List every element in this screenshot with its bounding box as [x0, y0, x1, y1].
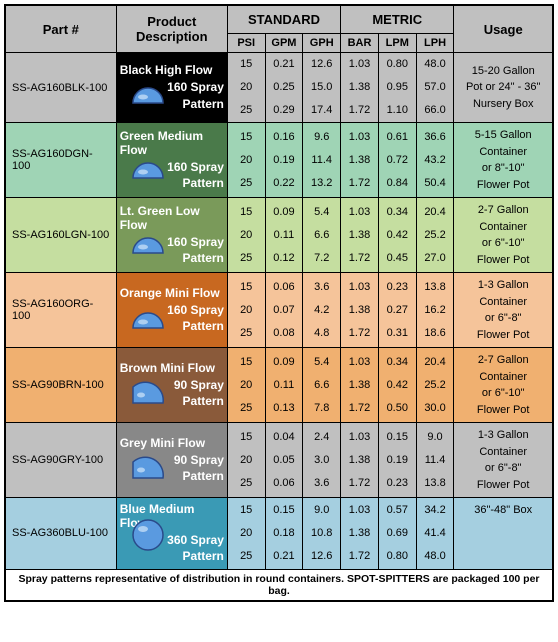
lpm-values: 0.340.420.45 — [378, 198, 416, 273]
bar-values: 1.031.381.72 — [341, 498, 379, 569]
lph-values: 20.425.230.0 — [416, 348, 454, 423]
product-description: Lt. Green Low Flow160 SprayPattern — [116, 198, 227, 273]
lph-values: 20.425.227.0 — [416, 198, 454, 273]
spray-pattern-icon — [131, 310, 165, 333]
psi-values: 152025 — [227, 53, 265, 123]
table-row: SS-AG160DGN-100Green Medium Flow160 Spra… — [5, 123, 553, 198]
psi-values: 152025 — [227, 498, 265, 569]
lpm-values: 0.800.951.10 — [378, 53, 416, 123]
table-row: SS-AG160ORG-100Orange Mini Flow160 Spray… — [5, 273, 553, 348]
header-standard: STANDARD — [227, 5, 340, 34]
footnote: Spray patterns representative of distrib… — [5, 569, 553, 601]
table-row: SS-AG160LGN-100Lt. Green Low Flow160 Spr… — [5, 198, 553, 273]
table-row: SS-AG360BLU-100Blue Medium Flow360 Spray… — [5, 498, 553, 569]
product-description: Orange Mini Flow160 SprayPattern — [116, 273, 227, 348]
part-number: SS-AG360BLU-100 — [5, 498, 116, 569]
lpm-values: 0.340.420.50 — [378, 348, 416, 423]
part-number: SS-AG160DGN-100 — [5, 123, 116, 198]
spray-pattern-icon — [131, 160, 165, 183]
bar-values: 1.031.381.72 — [341, 348, 379, 423]
gpm-values: 0.090.110.13 — [265, 348, 303, 423]
part-number: SS-AG90GRY-100 — [5, 423, 116, 498]
part-number: SS-AG160LGN-100 — [5, 198, 116, 273]
header-gpm: GPM — [265, 34, 303, 53]
header-psi: PSI — [227, 34, 265, 53]
psi-values: 152025 — [227, 348, 265, 423]
usage-text: 5-15 GallonContaineror 8"-10"Flower Pot — [454, 123, 553, 198]
bar-values: 1.031.381.72 — [341, 423, 379, 498]
lph-values: 34.241.448.0 — [416, 498, 454, 569]
lpm-values: 0.610.720.84 — [378, 123, 416, 198]
product-description: Grey Mini Flow90 SprayPattern — [116, 423, 227, 498]
lph-values: 9.011.413.8 — [416, 423, 454, 498]
spray-pattern-icon — [131, 456, 165, 483]
bar-values: 1.031.381.72 — [341, 123, 379, 198]
gph-values: 12.615.017.4 — [303, 53, 341, 123]
bar-values: 1.031.381.72 — [341, 198, 379, 273]
header-desc: Product Description — [116, 5, 227, 53]
lpm-values: 0.230.270.31 — [378, 273, 416, 348]
product-description: Brown Mini Flow90 SprayPattern — [116, 348, 227, 423]
header-part: Part # — [5, 5, 116, 53]
lph-values: 13.816.218.6 — [416, 273, 454, 348]
lph-values: 48.057.066.0 — [416, 53, 454, 123]
gpm-values: 0.150.180.21 — [265, 498, 303, 569]
gph-values: 5.46.67.2 — [303, 198, 341, 273]
usage-text: 36"-48" Box — [454, 498, 553, 569]
psi-values: 152025 — [227, 273, 265, 348]
usage-text: 2-7 GallonContaineror 6"-10"Flower Pot — [454, 198, 553, 273]
gpm-values: 0.060.070.08 — [265, 273, 303, 348]
lpm-values: 0.150.190.23 — [378, 423, 416, 498]
lph-values: 36.643.250.4 — [416, 123, 454, 198]
spray-pattern-icon — [131, 235, 165, 258]
bar-values: 1.031.381.72 — [341, 53, 379, 123]
header-lph: LPH — [416, 34, 454, 53]
header-usage: Usage — [454, 5, 553, 53]
header-lpm: LPM — [378, 34, 416, 53]
usage-text: 1-3 GallonContaineror 6"-8"Flower Pot — [454, 273, 553, 348]
spray-pattern-icon — [131, 518, 165, 555]
psi-values: 152025 — [227, 423, 265, 498]
product-description: Blue Medium Flow360 SprayPattern — [116, 498, 227, 569]
usage-text: 1-3 GallonContaineror 6"-8"Flower Pot — [454, 423, 553, 498]
table-row: SS-AG90GRY-100Grey Mini Flow90 SprayPatt… — [5, 423, 553, 498]
usage-text: 15-20 GallonPot or 24" - 36"Nursery Box — [454, 53, 553, 123]
table-row: SS-AG90BRN-100Brown Mini Flow90 SprayPat… — [5, 348, 553, 423]
spray-pattern-icon — [131, 85, 165, 108]
bar-values: 1.031.381.72 — [341, 273, 379, 348]
part-number: SS-AG160ORG-100 — [5, 273, 116, 348]
table-row: SS-AG160BLK-100Black High Flow160 SprayP… — [5, 53, 553, 123]
spray-pattern-icon — [131, 381, 165, 408]
product-spec-table: Part # Product Description STANDARD METR… — [4, 4, 554, 602]
part-number: SS-AG160BLK-100 — [5, 53, 116, 123]
psi-values: 152025 — [227, 198, 265, 273]
product-description: Black High Flow160 SprayPattern — [116, 53, 227, 123]
gph-values: 9.010.812.6 — [303, 498, 341, 569]
gpm-values: 0.160.190.22 — [265, 123, 303, 198]
gpm-values: 0.210.250.29 — [265, 53, 303, 123]
usage-text: 2-7 GallonContaineror 6"-10"Flower Pot — [454, 348, 553, 423]
header-gph: GPH — [303, 34, 341, 53]
header-bar: BAR — [341, 34, 379, 53]
gph-values: 3.64.24.8 — [303, 273, 341, 348]
product-description: Green Medium Flow160 SprayPattern — [116, 123, 227, 198]
part-number: SS-AG90BRN-100 — [5, 348, 116, 423]
gph-values: 2.43.03.6 — [303, 423, 341, 498]
psi-values: 152025 — [227, 123, 265, 198]
gpm-values: 0.040.050.06 — [265, 423, 303, 498]
header-metric: METRIC — [341, 5, 454, 34]
gpm-values: 0.090.110.12 — [265, 198, 303, 273]
gph-values: 9.611.413.2 — [303, 123, 341, 198]
lpm-values: 0.570.690.80 — [378, 498, 416, 569]
gph-values: 5.46.67.8 — [303, 348, 341, 423]
